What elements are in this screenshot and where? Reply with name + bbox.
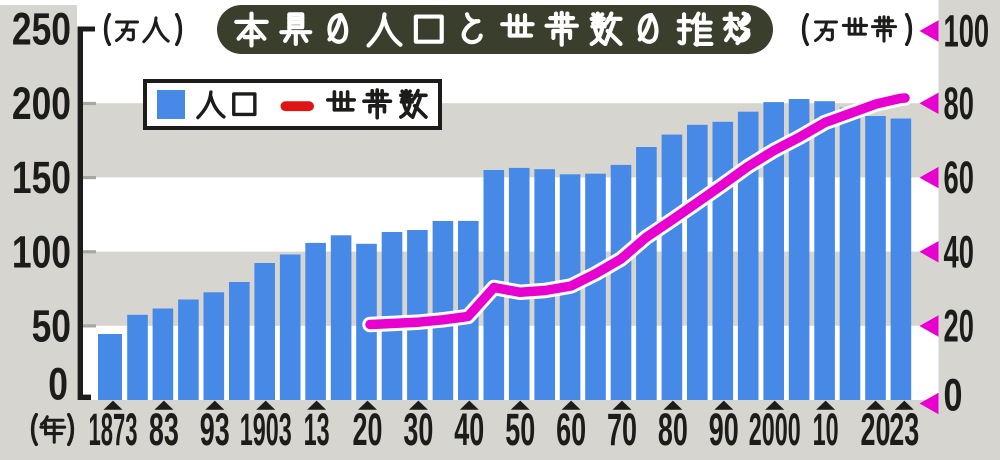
svg-text:20: 20: [353, 404, 383, 455]
svg-text:13: 13: [304, 404, 330, 455]
svg-text:50: 50: [32, 300, 71, 351]
svg-text:93: 93: [200, 404, 230, 455]
svg-text:20: 20: [861, 404, 891, 455]
svg-text:2000: 2000: [749, 404, 801, 455]
svg-text:50: 50: [505, 404, 535, 455]
svg-text:80: 80: [658, 404, 688, 455]
svg-text:200: 200: [12, 78, 71, 129]
svg-text:83: 83: [149, 404, 179, 455]
svg-text:60: 60: [556, 404, 586, 455]
svg-text:40: 40: [944, 226, 974, 277]
svg-text:0: 0: [944, 370, 963, 421]
svg-text:1873: 1873: [89, 404, 138, 455]
svg-text:10: 10: [813, 404, 839, 455]
svg-text:100: 100: [12, 226, 71, 277]
svg-text:60: 60: [944, 152, 974, 203]
svg-text:40: 40: [454, 404, 484, 455]
svg-text:23: 23: [889, 404, 919, 455]
svg-text:90: 90: [709, 404, 739, 455]
svg-text:80: 80: [944, 78, 974, 129]
svg-text:0: 0: [48, 359, 68, 410]
svg-text:1903: 1903: [240, 404, 292, 455]
svg-text:250: 250: [12, 4, 71, 55]
svg-text:100: 100: [944, 6, 990, 57]
svg-text:20: 20: [944, 300, 974, 351]
svg-text:70: 70: [607, 404, 637, 455]
svg-text:150: 150: [12, 152, 71, 203]
svg-text:30: 30: [403, 404, 433, 455]
